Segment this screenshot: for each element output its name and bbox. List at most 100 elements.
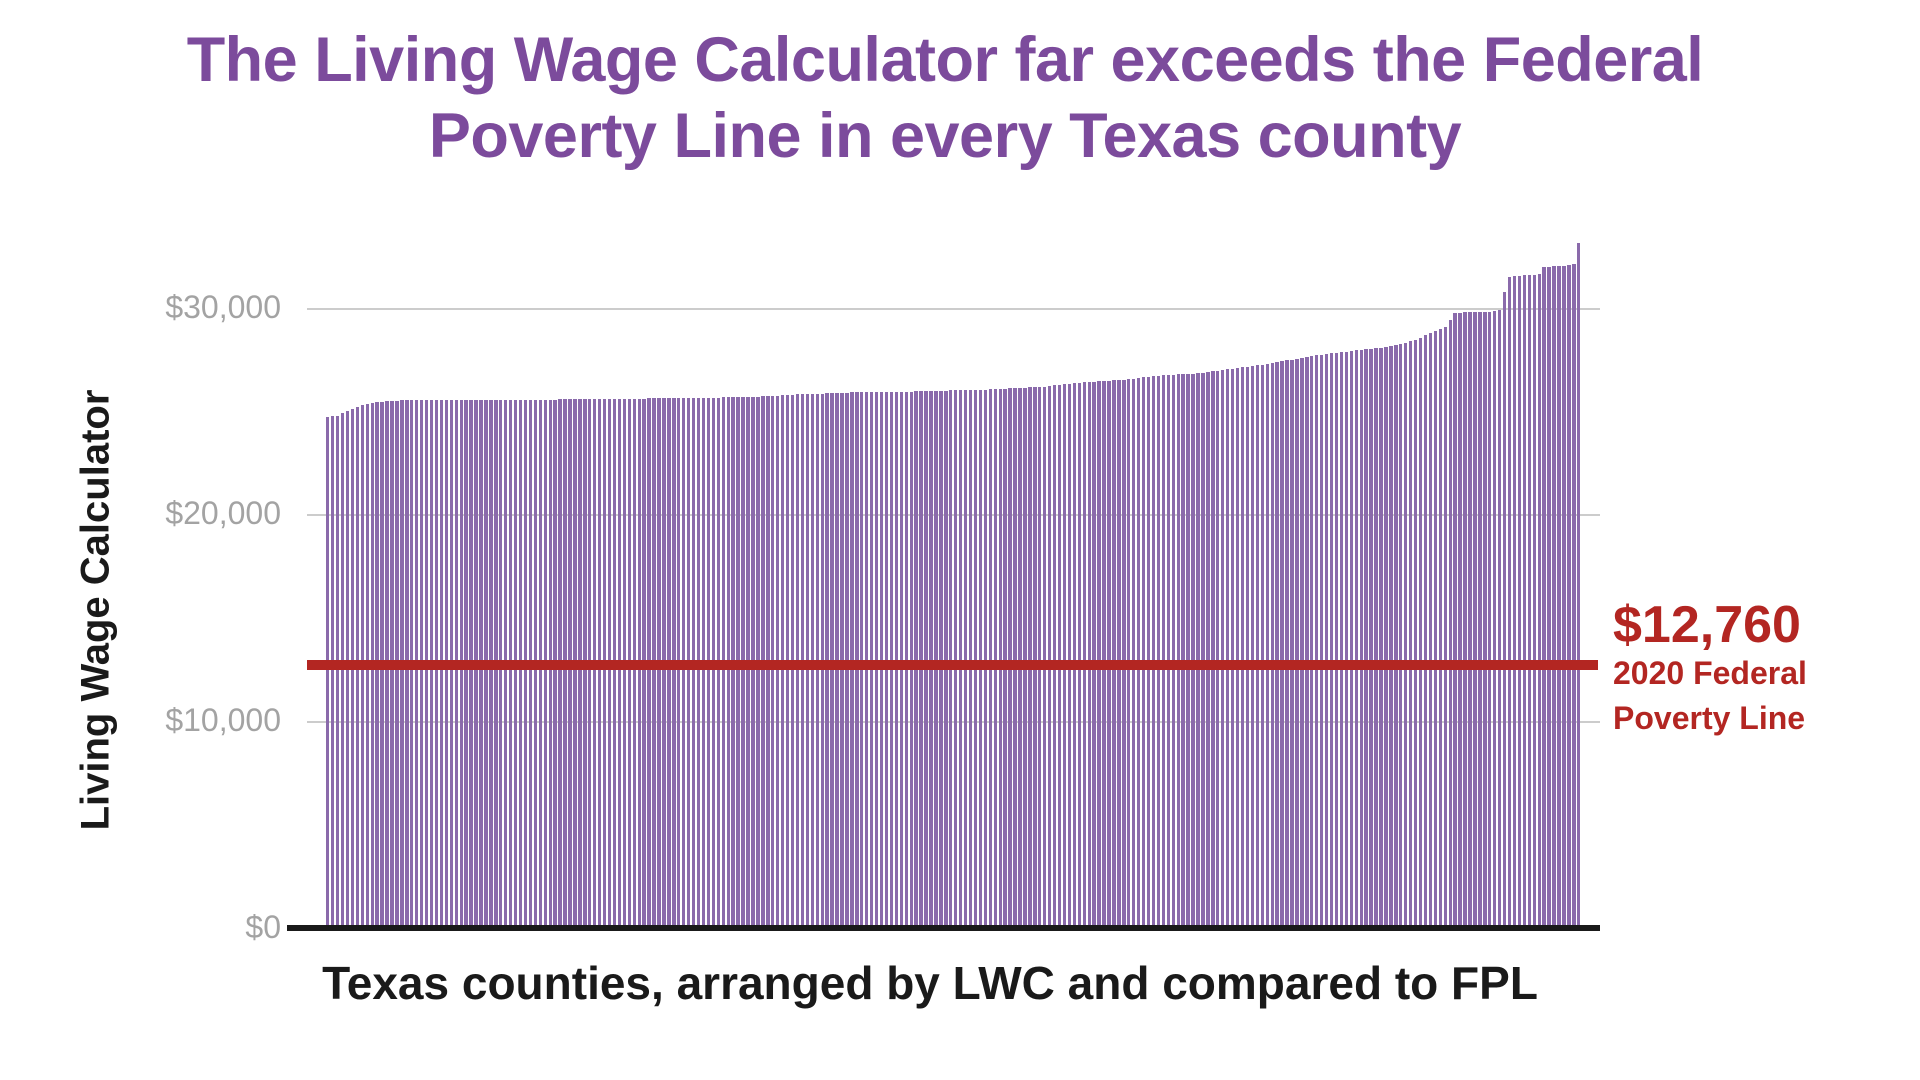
bar: [1310, 356, 1314, 928]
bar: [983, 389, 988, 928]
bar: [1300, 357, 1304, 928]
bar: [1196, 373, 1200, 928]
chart-title-line2: Poverty Line in every Texas county: [428, 101, 1462, 171]
bar: [1354, 350, 1358, 928]
bar: [1028, 387, 1032, 928]
bar: [1067, 383, 1072, 928]
bar: [330, 416, 335, 928]
bar: [1502, 291, 1507, 928]
bar: [1221, 369, 1225, 928]
bar: [1082, 382, 1086, 928]
bar: [1493, 310, 1497, 928]
bar: [1102, 380, 1106, 928]
bar: [1463, 312, 1467, 928]
bar: [1379, 347, 1383, 928]
bar: [1052, 385, 1057, 928]
bar: [1517, 275, 1522, 928]
bar: [1418, 337, 1423, 928]
bar: [949, 390, 953, 928]
bar: [1156, 375, 1161, 928]
bar: [1018, 387, 1022, 928]
bar: [1112, 380, 1116, 928]
bar: [1008, 388, 1012, 928]
y-tick-label: $0: [245, 909, 281, 946]
bar: [1369, 348, 1373, 928]
bar: [1404, 343, 1408, 928]
bar: [1043, 386, 1047, 928]
bar: [1408, 341, 1413, 928]
poverty-line-caption-line2: Poverty Line: [1613, 700, 1806, 736]
bar: [1047, 385, 1052, 928]
bar: [1087, 382, 1091, 928]
bar: [939, 390, 943, 928]
poverty-line-annotation: $12,760 2020 Federal Poverty Line: [1613, 599, 1807, 741]
bar: [1255, 365, 1260, 928]
bar: [1216, 370, 1220, 928]
bar: [988, 389, 993, 928]
bar: [1245, 366, 1250, 928]
bar: [1389, 345, 1393, 928]
bar: [1339, 352, 1344, 928]
bar: [914, 391, 918, 928]
bar: [944, 390, 948, 928]
bar: [1433, 331, 1438, 928]
bar: [340, 413, 345, 928]
bar: [1270, 362, 1274, 928]
bar: [1458, 312, 1462, 928]
bar: [1151, 376, 1156, 928]
bar: [1013, 388, 1017, 928]
bar: [1497, 310, 1502, 928]
bar: [1161, 375, 1166, 928]
bar: [1478, 312, 1482, 928]
bar: [1428, 333, 1433, 928]
bar: [973, 389, 978, 928]
bar: [1557, 265, 1561, 928]
bar: [1329, 353, 1334, 928]
bar: [1077, 382, 1082, 928]
y-tick-label: $20,000: [165, 495, 281, 532]
bar: [1265, 363, 1269, 928]
bar: [1542, 266, 1546, 928]
bar: [1062, 384, 1067, 928]
bar: [968, 390, 973, 928]
bar: [1384, 346, 1388, 928]
bar: [1438, 329, 1443, 928]
bar: [1235, 368, 1240, 928]
bar: [1473, 312, 1477, 928]
bar: [1132, 378, 1136, 928]
bar: [1319, 354, 1324, 928]
bar: [1577, 243, 1581, 928]
bar: [1488, 311, 1492, 928]
bar: [1171, 374, 1175, 928]
bar: [1225, 369, 1230, 928]
bar: [1572, 263, 1576, 928]
bar: [1206, 371, 1210, 928]
bar: [1166, 375, 1171, 928]
bar: [1176, 374, 1180, 928]
bar: [1117, 379, 1121, 928]
chart-title-line1: The Living Wage Calculator far exceeds t…: [186, 25, 1704, 95]
bar: [1003, 388, 1007, 928]
bar: [1260, 364, 1264, 928]
bar: [1181, 374, 1185, 928]
x-axis-line: [287, 925, 1600, 931]
bar-series: [326, 0, 1582, 928]
bar: [335, 415, 340, 928]
bar: [1324, 354, 1329, 928]
bar: [954, 390, 958, 928]
bar: [1092, 381, 1096, 928]
bar: [1522, 275, 1527, 928]
bar: [1453, 312, 1457, 928]
bar: [1201, 372, 1205, 928]
poverty-line: [307, 659, 1598, 670]
gridline: [307, 720, 1600, 723]
bar: [1483, 311, 1487, 928]
bar: [1186, 373, 1190, 928]
bar: [1468, 312, 1472, 928]
bar: [1146, 376, 1151, 928]
bar: [1448, 319, 1452, 928]
bar: [1097, 381, 1101, 928]
bar: [1547, 266, 1551, 928]
y-axis-title: Living Wage Calculator: [73, 389, 118, 831]
